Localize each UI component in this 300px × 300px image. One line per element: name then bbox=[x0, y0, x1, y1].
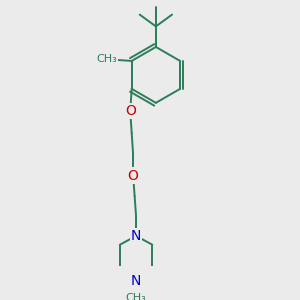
Text: O: O bbox=[125, 104, 136, 118]
Text: N: N bbox=[131, 274, 141, 289]
Text: O: O bbox=[128, 169, 139, 183]
Text: CH₃: CH₃ bbox=[96, 55, 117, 64]
Text: CH₃: CH₃ bbox=[126, 292, 146, 300]
Text: N: N bbox=[131, 229, 141, 243]
